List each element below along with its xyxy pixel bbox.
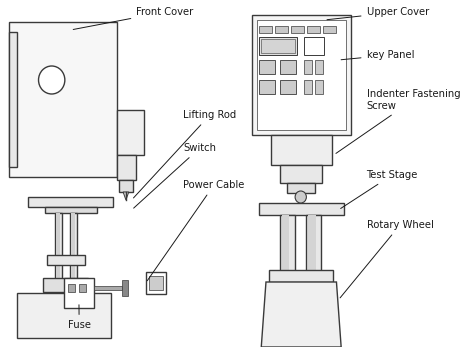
Bar (9, 22, 118, 177)
Text: Rotary Wheel: Rotary Wheel (340, 220, 433, 298)
Text: Lifting Rod: Lifting Rod (134, 110, 237, 198)
Bar (70, 213, 77, 303)
Circle shape (295, 191, 306, 203)
Text: Upper Cover: Upper Cover (327, 7, 429, 20)
Bar (303, 60, 312, 74)
Bar (280, 60, 296, 74)
Bar (43, 278, 88, 292)
Bar (56, 213, 60, 303)
Bar (252, 15, 351, 135)
Bar (256, 20, 346, 130)
Bar (55, 213, 62, 303)
Bar (287, 183, 315, 193)
Text: Test Stage: Test Stage (341, 170, 418, 209)
Bar (17, 293, 111, 338)
Bar (308, 215, 316, 297)
Bar (280, 80, 296, 94)
Bar (118, 155, 136, 180)
Bar (315, 60, 323, 74)
Bar (315, 80, 323, 94)
Text: Power Cable: Power Cable (147, 180, 245, 281)
Bar (259, 26, 272, 33)
Bar (259, 60, 275, 74)
Bar (259, 37, 297, 55)
Bar (9, 32, 17, 167)
Bar (28, 197, 113, 207)
Bar (259, 80, 275, 94)
Bar (292, 26, 303, 33)
Bar (323, 26, 336, 33)
Bar (269, 270, 333, 282)
Bar (275, 26, 288, 33)
Text: Switch: Switch (134, 143, 216, 208)
Text: Fuse: Fuse (68, 305, 91, 330)
Bar (146, 272, 166, 294)
Bar (307, 26, 319, 33)
Text: Front Cover: Front Cover (73, 7, 193, 29)
Bar (280, 215, 295, 297)
Bar (259, 203, 344, 215)
Bar (149, 276, 163, 290)
Polygon shape (261, 282, 341, 347)
Bar (303, 37, 324, 55)
Bar (45, 207, 97, 213)
Bar (68, 284, 75, 292)
Bar (119, 180, 133, 192)
Bar (303, 80, 312, 94)
Bar (280, 165, 322, 183)
Text: key Panel: key Panel (341, 50, 414, 60)
Bar (271, 135, 332, 165)
Bar (118, 110, 144, 155)
Bar (261, 39, 295, 53)
Polygon shape (123, 192, 129, 200)
Bar (64, 278, 94, 308)
Bar (72, 213, 75, 303)
Bar (282, 215, 290, 297)
Bar (122, 280, 128, 296)
Bar (79, 284, 86, 292)
Bar (306, 215, 321, 297)
Bar (47, 255, 84, 265)
Bar (94, 286, 122, 290)
Circle shape (38, 66, 65, 94)
Text: Indenter Fastening
Screw: Indenter Fastening Screw (336, 89, 460, 153)
Bar (47, 282, 84, 292)
